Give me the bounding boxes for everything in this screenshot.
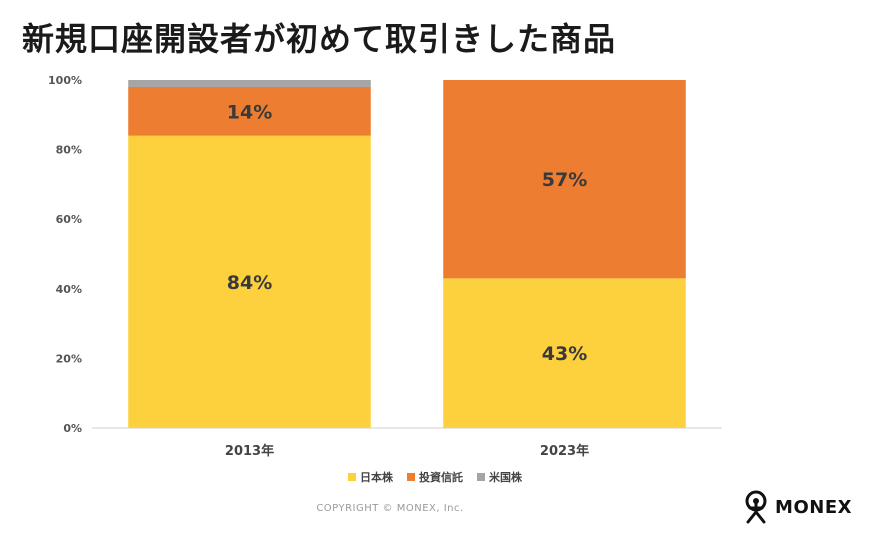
y-tick-label: 100% xyxy=(48,74,82,87)
brand-name: MONEX xyxy=(775,496,852,518)
legend-swatch-japan xyxy=(348,473,356,481)
copyright: COPYRIGHT © MONEX, Inc. xyxy=(316,503,464,514)
data-label: 84% xyxy=(227,272,272,294)
legend-item-us: 米国株 xyxy=(477,469,522,485)
data-label: 14% xyxy=(227,101,272,123)
legend: 日本株 投資信託 米国株 xyxy=(0,469,870,485)
legend-label-fund: 投資信託 xyxy=(419,471,463,484)
y-tick-label: 60% xyxy=(56,213,82,226)
y-tick-label: 40% xyxy=(56,283,82,296)
legend-item-japan: 日本株 xyxy=(348,469,393,485)
legend-label-us: 米国株 xyxy=(489,471,522,484)
y-tick-label: 0% xyxy=(63,422,82,435)
bar-segment-japan xyxy=(443,278,686,428)
y-tick-label: 20% xyxy=(56,352,82,365)
bar-segment-us xyxy=(128,80,371,87)
x-category-label: 2013年 xyxy=(225,443,274,459)
stacked-bar-chart: 0% 20% 40% 60% 80% 100% 84% 14% 2013年 43% 57% 2023年 xyxy=(48,74,722,459)
x-category-label: 2023年 xyxy=(540,443,589,459)
y-tick-label: 80% xyxy=(56,144,82,157)
data-label: 57% xyxy=(542,169,587,191)
legend-swatch-us xyxy=(477,473,485,481)
data-label: 43% xyxy=(542,343,587,365)
brand: MONEX xyxy=(741,490,852,524)
bar-segment-fund xyxy=(443,80,686,279)
legend-label-japan: 日本株 xyxy=(360,471,393,484)
monex-logo-icon xyxy=(745,490,767,524)
chart-title: 新規口座開設者が初めて取引きした商品 xyxy=(22,20,617,58)
legend-swatch-fund xyxy=(407,473,415,481)
bar-segment-japan xyxy=(128,135,371,428)
legend-item-fund: 投資信託 xyxy=(407,469,463,485)
bar-segment-fund xyxy=(128,86,371,136)
